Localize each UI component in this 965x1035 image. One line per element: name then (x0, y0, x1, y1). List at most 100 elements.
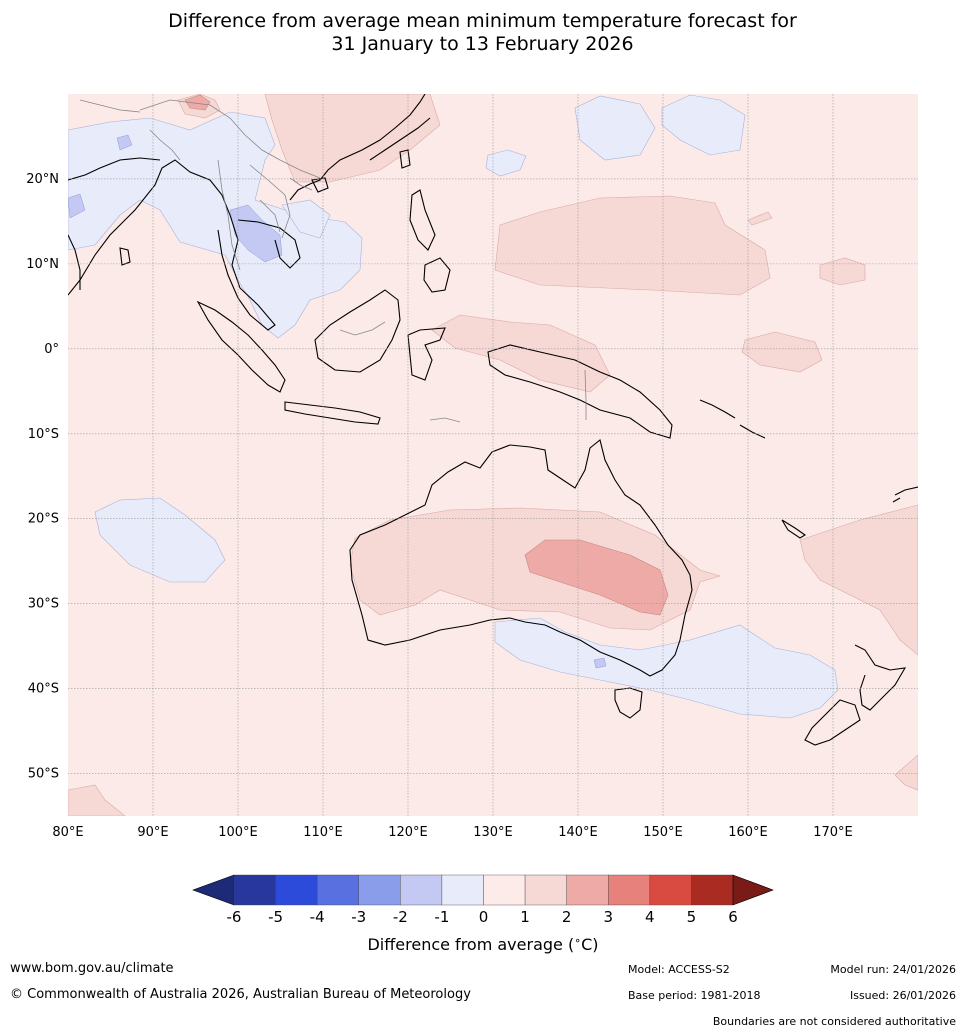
colorbar-swatch (691, 874, 734, 906)
copyright-notice: © Commonwealth of Australia 2026, Austra… (10, 987, 471, 1002)
borders (79, 99, 587, 423)
border-india-bangladesh (149, 129, 181, 161)
latitude-label: 10°N (26, 257, 59, 272)
cool-core-india-west (68, 193, 86, 219)
coast-sulawesi (407, 327, 446, 381)
website-link[interactable]: www.bom.gov.au/climate (10, 961, 174, 976)
base-period: Base period: 1981-2018 (628, 989, 761, 1002)
warm-core-central-australia (524, 539, 669, 616)
latitude-label: 20°N (26, 172, 59, 187)
longitude-label: 110°E (303, 825, 343, 840)
warm-region-southwest-corner (68, 784, 126, 816)
colorbar-tick-label: 5 (687, 908, 697, 926)
warm-region-equator-east (741, 331, 823, 373)
warm-region-new-guinea (431, 314, 611, 393)
colorbar-tick-label: -1 (434, 908, 449, 926)
coast-sri-lanka (119, 247, 131, 266)
coast-new-caledonia (781, 519, 807, 539)
coast-mainland-se-asia (68, 94, 426, 331)
coast-sumatra (196, 300, 286, 393)
cool-region-south-asia (68, 111, 363, 339)
cool-region-south-china-sea (281, 199, 331, 239)
warm-region-marianas (819, 257, 866, 286)
colorbar-tick-label: 0 (479, 908, 489, 926)
title-line-2: 31 January to 13 February 2026 (331, 33, 634, 55)
coast-new-zealand (804, 644, 907, 746)
latitude-label: 40°S (28, 682, 59, 697)
cool-anomaly-regions (68, 94, 839, 719)
colorbar-under-triangle (192, 874, 235, 906)
colorbar-swatch (524, 874, 567, 906)
coast-philippines-luzon (409, 189, 436, 251)
colorbar-tick-label: -2 (393, 908, 408, 926)
colorbar-label: Difference from average (∘C) (367, 934, 598, 954)
border-timor (429, 417, 461, 423)
colorbar-tick-label: -6 (227, 908, 242, 926)
longitude-label: 140°E (558, 825, 598, 840)
cool-region-taiwan-east (485, 149, 527, 177)
coastlines (68, 94, 918, 746)
colorbar-tick-label: -3 (351, 908, 366, 926)
latitude-labels: 20°N 10°N 0° 10°S 20°S 30°S 40°S 50°S (26, 172, 59, 782)
colorbar-swatch (608, 874, 651, 906)
colorbar-swatch (233, 874, 276, 906)
warm-region-north-pacific (494, 195, 771, 296)
coast-solomon-islands (699, 399, 766, 439)
coast-taiwan (399, 149, 411, 169)
issued-date: Issued: 26/01/2026 (849, 989, 956, 1002)
map-panel (68, 94, 918, 816)
latitude-label: 20°S (28, 512, 59, 527)
colorbar-swatch (275, 874, 318, 906)
warm-region-small-pacific (747, 211, 773, 226)
coast-india (68, 157, 161, 290)
coast-australia (349, 439, 693, 677)
latitude-label: 10°S (28, 427, 59, 442)
colorbar-tick-label: 4 (645, 908, 655, 926)
coast-java (284, 401, 381, 425)
cool-region-northwest-pacific-b (661, 94, 746, 156)
latitude-label: 50°S (28, 767, 59, 782)
colorbar-over-triangle (732, 874, 774, 906)
colorbar-ticks: -6 -5 -4 -3 -2 -1 0 1 2 3 4 5 6 (227, 908, 738, 926)
latitude-label: 30°S (28, 597, 59, 612)
cool-mid-regions (68, 134, 607, 669)
warm-region-southeast-corner (894, 754, 918, 791)
warm-mid-regions (184, 94, 669, 616)
colorbar-tick-label: -5 (268, 908, 283, 926)
cool-region-southern-australia (494, 617, 839, 719)
model-run-date: Model run: 24/01/2026 (830, 963, 956, 976)
cool-region-northwest-pacific-a (574, 95, 656, 161)
latitude-label: 0° (44, 342, 59, 357)
longitude-label: 150°E (643, 825, 683, 840)
coast-borneo (314, 289, 401, 373)
longitude-label: 160°E (728, 825, 768, 840)
map-title: Difference from average mean minimum tem… (0, 10, 965, 56)
cool-core-south-australia (593, 657, 607, 669)
border-china-vietnam (289, 177, 313, 191)
border-indochina (249, 164, 291, 239)
warm-region-east-china (264, 94, 441, 183)
colorbar-swatch (358, 874, 401, 906)
longitude-label: 120°E (388, 825, 428, 840)
longitude-labels: 80°E 90°E 100°E 110°E 120°E 130°E 140°E 150°E 16… (52, 825, 852, 840)
longitude-label: 80°E (52, 825, 83, 840)
colorbar-tick-label: 6 (728, 908, 738, 926)
colorbar-swatch (649, 874, 692, 906)
title-line-1: Difference from average mean minimum tem… (168, 10, 797, 32)
coast-japan-south (369, 117, 431, 161)
colorbar-swatch (441, 874, 484, 906)
colorbar (192, 874, 774, 906)
border-myanmar-thailand (217, 159, 241, 271)
colorbar-tick-label: 2 (562, 908, 572, 926)
coast-new-guinea (487, 344, 673, 439)
cool-core-india-east (116, 134, 133, 151)
colorbar-tick-label: 3 (603, 908, 613, 926)
boundaries-disclaimer: Boundaries are not considered authoritat… (712, 1015, 956, 1028)
colorbar-swatch (566, 874, 609, 906)
border-china-south (139, 99, 321, 179)
graticule (68, 94, 918, 816)
border-borneo (339, 321, 386, 336)
border-india-nepal (79, 99, 141, 113)
cool-core-thailand (229, 204, 283, 263)
colorbar-swatch (400, 874, 443, 906)
